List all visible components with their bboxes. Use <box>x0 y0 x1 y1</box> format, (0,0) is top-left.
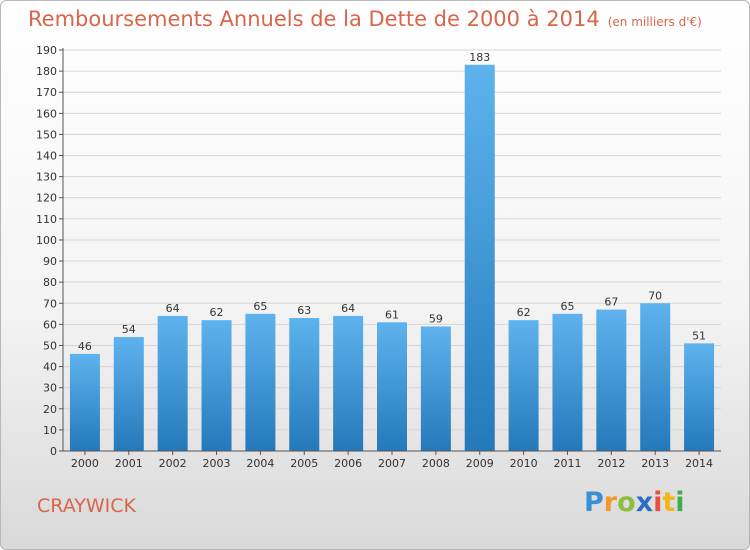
x-tick-label: 2013 <box>641 457 669 470</box>
bar-value-label: 65 <box>253 300 267 313</box>
bar-value-label: 64 <box>341 302 355 315</box>
bar <box>201 320 232 451</box>
chart-unit: (en milliers d'€) <box>607 15 702 29</box>
y-tick-label: 80 <box>43 276 57 289</box>
bar-value-label: 62 <box>517 306 531 319</box>
bar <box>69 353 100 451</box>
bar-value-label: 65 <box>560 300 574 313</box>
y-tick-label: 170 <box>36 86 57 99</box>
chart-title-text: Remboursements Annuels de la Dette de 20… <box>28 7 600 31</box>
bar <box>464 64 495 451</box>
logo-letter: t <box>662 487 676 518</box>
x-tick-label: 2004 <box>246 457 274 470</box>
bar-value-label: 61 <box>385 308 399 321</box>
x-tick-label: 2008 <box>422 457 450 470</box>
y-tick-label: 120 <box>36 192 57 205</box>
bar <box>333 315 364 451</box>
y-tick-label: 60 <box>43 318 57 331</box>
y-tick-label: 100 <box>36 234 57 247</box>
bars <box>69 64 715 451</box>
logo-letter: i <box>675 487 685 518</box>
bar <box>596 309 627 451</box>
bar <box>289 318 320 451</box>
y-tick-label: 0 <box>50 445 57 458</box>
logo-letter: i <box>653 487 663 518</box>
bar <box>420 326 451 451</box>
logo-letter: o <box>617 487 636 518</box>
x-tick-label: 2011 <box>553 457 581 470</box>
bar <box>684 343 715 451</box>
x-tick-label: 2010 <box>510 457 538 470</box>
bar-value-label: 54 <box>122 323 136 336</box>
y-tick-label: 150 <box>36 128 57 141</box>
y-tick-label: 90 <box>43 255 57 268</box>
x-tick-label: 2012 <box>597 457 625 470</box>
y-tick-label: 160 <box>36 107 57 120</box>
bar <box>552 313 583 451</box>
x-tick-label: 2014 <box>685 457 713 470</box>
y-tick-label: 130 <box>36 171 57 184</box>
logo-letter: P <box>584 487 604 518</box>
x-tick-label: 2001 <box>115 457 143 470</box>
x-tick-label: 2002 <box>159 457 187 470</box>
bar <box>113 337 144 451</box>
bar-value-label: 64 <box>166 302 180 315</box>
logo-letter: x <box>635 487 654 518</box>
bar-value-label: 62 <box>210 306 224 319</box>
x-tick-label: 2007 <box>378 457 406 470</box>
bar <box>377 322 407 451</box>
chart-title: Remboursements Annuels de la Dette de 20… <box>28 7 702 31</box>
bar-value-label: 59 <box>429 312 443 325</box>
bar <box>508 320 539 451</box>
y-tick-label: 190 <box>36 44 57 57</box>
axes <box>59 48 721 455</box>
bar-value-label: 51 <box>692 329 706 342</box>
y-tick-label: 70 <box>43 297 57 310</box>
bar-value-label: 63 <box>297 304 311 317</box>
labels: 0 10 20 30 40 50 60 70 80 90 100 110 120 130 140 150 160… <box>36 44 713 470</box>
bar-value-label: 67 <box>604 296 618 309</box>
bar-value-label: 70 <box>648 289 662 302</box>
x-tick-label: 2003 <box>203 457 231 470</box>
y-tick-label: 50 <box>43 339 57 352</box>
x-tick-label: 2006 <box>334 457 362 470</box>
bar-value-label: 183 <box>469 51 490 64</box>
bar <box>157 315 188 451</box>
bar <box>640 303 671 451</box>
bar-value-label: 46 <box>78 340 92 353</box>
x-tick-label: 2000 <box>71 457 99 470</box>
y-tick-label: 30 <box>43 382 57 395</box>
x-tick-label: 2005 <box>290 457 318 470</box>
y-tick-label: 110 <box>36 213 57 226</box>
y-tick-label: 140 <box>36 150 57 163</box>
logo-letter: r <box>603 487 618 518</box>
y-tick-label: 10 <box>43 424 57 437</box>
y-tick-label: 20 <box>43 403 57 416</box>
y-tick-label: 40 <box>43 361 57 374</box>
bar <box>245 313 276 451</box>
proxiti-logo: Proxiti <box>584 487 685 518</box>
y-tick-label: 180 <box>36 65 57 78</box>
x-tick-label: 2009 <box>466 457 494 470</box>
town-name: CRAYWICK <box>37 495 136 517</box>
